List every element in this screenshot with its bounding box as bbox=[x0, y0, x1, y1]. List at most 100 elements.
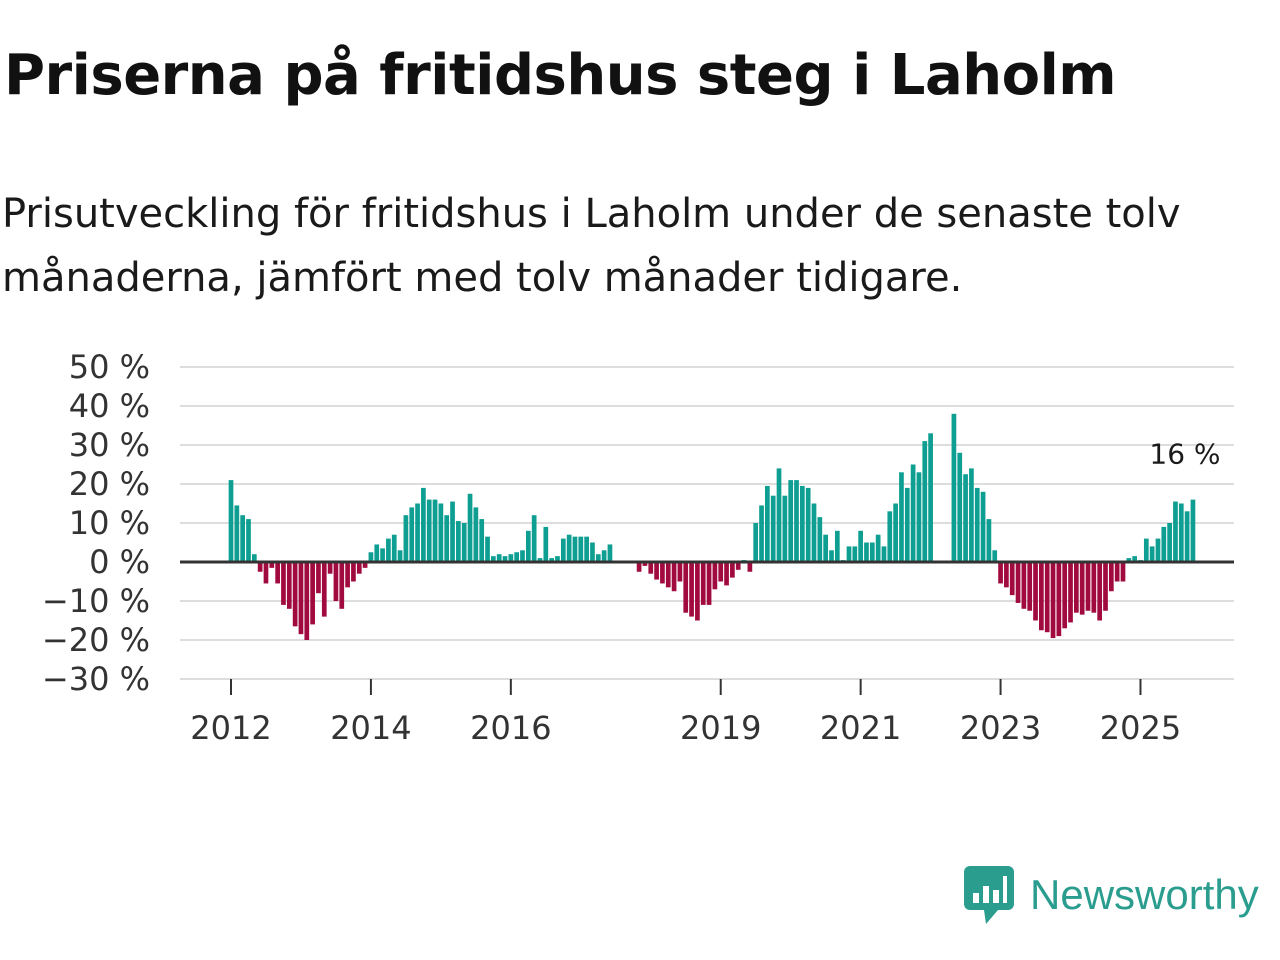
y-tick-label: −20 % bbox=[42, 621, 150, 659]
bar bbox=[805, 487, 811, 562]
bar bbox=[846, 546, 852, 562]
bar bbox=[782, 495, 788, 562]
bar bbox=[718, 562, 724, 582]
bar bbox=[689, 562, 694, 617]
bar bbox=[380, 548, 385, 562]
x-tick-label: 2023 bbox=[960, 709, 1041, 747]
bar bbox=[712, 562, 718, 590]
bar bbox=[648, 562, 654, 574]
bar bbox=[1184, 511, 1190, 562]
bar bbox=[590, 542, 595, 562]
bar bbox=[1126, 558, 1132, 562]
bar bbox=[479, 519, 485, 562]
bar bbox=[1044, 562, 1050, 633]
bar bbox=[391, 534, 397, 562]
bar bbox=[426, 499, 432, 562]
bar bbox=[502, 556, 508, 562]
bar bbox=[695, 562, 700, 621]
bar bbox=[974, 487, 980, 562]
bar bbox=[473, 507, 479, 562]
bar bbox=[799, 485, 805, 562]
bar bbox=[1033, 562, 1038, 621]
bar bbox=[770, 495, 776, 562]
bar bbox=[491, 556, 496, 562]
x-tick-label: 2019 bbox=[680, 709, 761, 747]
bar bbox=[1132, 556, 1137, 562]
bar bbox=[759, 505, 764, 562]
x-axis: 2012 2014 2016 2019 2021 2023 2025 bbox=[190, 679, 1181, 747]
bar bbox=[584, 536, 589, 562]
bar bbox=[1114, 562, 1120, 582]
bar bbox=[572, 536, 578, 562]
bar bbox=[566, 534, 572, 562]
bar bbox=[753, 523, 759, 562]
bar bbox=[899, 472, 904, 562]
bar bbox=[957, 452, 963, 562]
bar bbox=[601, 550, 607, 562]
bar bbox=[1190, 499, 1196, 562]
bar bbox=[508, 554, 514, 562]
bar bbox=[310, 562, 315, 625]
bar bbox=[549, 558, 554, 562]
page-title: Priserna på fritidshus steg i Laholm bbox=[4, 43, 1117, 108]
bar bbox=[776, 468, 782, 562]
bar bbox=[362, 562, 368, 568]
bar bbox=[1161, 526, 1167, 562]
bar bbox=[485, 536, 490, 562]
bar bbox=[724, 562, 729, 586]
bar bbox=[333, 562, 339, 601]
bar bbox=[321, 562, 327, 617]
bar bbox=[951, 413, 957, 562]
bar bbox=[881, 546, 887, 562]
x-tick-label: 2025 bbox=[1100, 709, 1181, 747]
bar bbox=[788, 480, 794, 562]
bar bbox=[444, 515, 450, 562]
bar bbox=[735, 562, 741, 570]
bar bbox=[560, 538, 566, 562]
bar bbox=[969, 468, 974, 562]
bar bbox=[1149, 546, 1155, 562]
bar bbox=[858, 530, 863, 562]
bar bbox=[1068, 562, 1073, 623]
bar bbox=[963, 474, 968, 562]
bar bbox=[327, 562, 333, 574]
bar bbox=[304, 562, 310, 640]
bar bbox=[654, 562, 659, 580]
bar bbox=[339, 562, 345, 609]
bar bbox=[403, 515, 409, 562]
bar bbox=[316, 562, 321, 594]
annotation-group: 16 % bbox=[1149, 438, 1220, 471]
y-tick-label: −30 % bbox=[42, 660, 150, 698]
newsworthy-logo: Newsworthy bbox=[964, 866, 1259, 924]
bar bbox=[1079, 562, 1085, 615]
bar bbox=[263, 562, 269, 584]
bars bbox=[228, 413, 1196, 640]
bar bbox=[916, 472, 922, 562]
annotation-label: 16 % bbox=[1149, 438, 1220, 471]
bar bbox=[386, 538, 391, 562]
bar bbox=[351, 562, 356, 582]
bar bbox=[910, 464, 916, 562]
bar bbox=[1056, 562, 1062, 637]
bar bbox=[345, 562, 350, 588]
bar bbox=[1004, 562, 1009, 588]
bar bbox=[986, 519, 992, 562]
bar bbox=[531, 515, 537, 562]
bar bbox=[817, 517, 823, 562]
bar bbox=[998, 562, 1003, 584]
bar bbox=[450, 501, 455, 562]
bar bbox=[1009, 562, 1015, 596]
y-tick-label: 0 % bbox=[89, 543, 150, 581]
bar bbox=[240, 515, 246, 562]
bar bbox=[275, 562, 280, 584]
bar bbox=[374, 544, 380, 562]
bar bbox=[269, 562, 275, 568]
bar bbox=[520, 550, 525, 562]
bar bbox=[1173, 501, 1178, 562]
bar bbox=[607, 544, 613, 562]
y-tick-label: −10 % bbox=[42, 582, 150, 620]
bar bbox=[1027, 562, 1033, 611]
bar bbox=[928, 433, 933, 562]
bar bbox=[765, 485, 770, 562]
bar bbox=[683, 562, 689, 613]
